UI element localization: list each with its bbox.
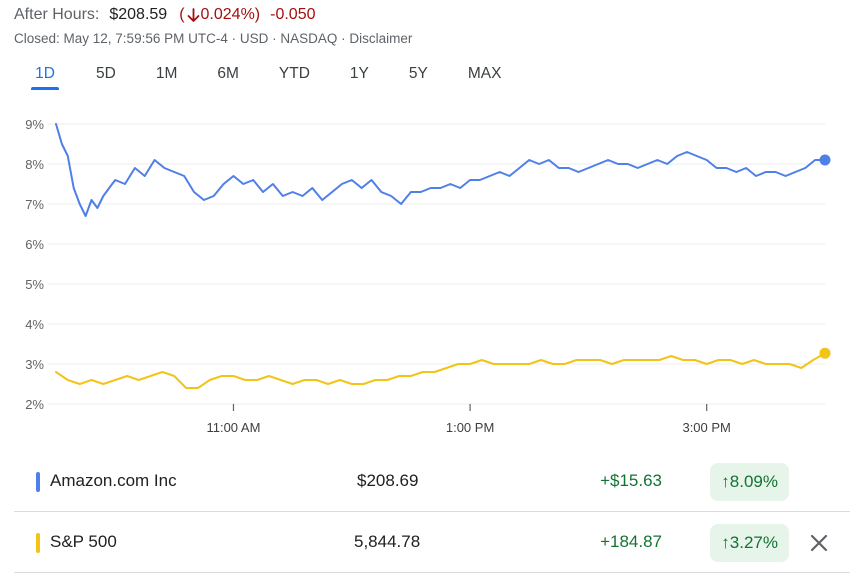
amazon-series-line	[55, 123, 826, 217]
legend-row-amazon[interactable]: Amazon.com Inc $208.69 +$15.63 ↑8.09%	[14, 452, 850, 512]
arrow-up-icon: ↑	[721, 533, 730, 552]
closed-status-text: Closed: May 12, 7:59:56 PM UTC-4 · USD ·…	[14, 31, 350, 46]
legend-percent: 8.09%	[729, 472, 778, 491]
y-tick-label: 7%	[25, 197, 44, 212]
legend-name: Amazon.com Inc	[50, 471, 177, 490]
legend-value: $208.69	[357, 471, 419, 490]
time-range-tabs: 1D 5D 1M 6M YTD 1Y 5Y MAX	[28, 60, 507, 90]
tab-5d[interactable]: 5D	[96, 65, 116, 82]
disclaimer-link[interactable]: Disclaimer	[349, 31, 413, 46]
after-hours-percent: 0.024%)	[200, 6, 261, 23]
legend-name: S&P 500	[50, 532, 117, 551]
x-tick-label: 11:00 AM	[206, 420, 260, 435]
amazon-endpoint-dot	[819, 154, 831, 166]
y-tick-label: 4%	[25, 317, 44, 332]
close-icon	[810, 534, 828, 552]
tab-1m[interactable]: 1M	[155, 65, 178, 82]
after-hours-label: After Hours:	[14, 6, 100, 23]
sp500-series-swatch	[36, 533, 40, 553]
legend-change: +184.87	[600, 532, 662, 551]
after-hours-change: -0.050	[270, 6, 316, 23]
y-tick-label: 9%	[25, 117, 44, 132]
y-tick-label: 2%	[25, 397, 44, 412]
y-tick-label: 6%	[25, 237, 44, 252]
x-tick-label: 3:00 PM	[682, 420, 730, 435]
legend-percent-badge: ↑3.27%	[710, 524, 789, 562]
after-hours-percent-change: ( 0.024%)	[179, 6, 260, 24]
y-tick-label: 5%	[25, 277, 44, 292]
legend-percent: 3.27%	[729, 533, 778, 552]
tab-max[interactable]: MAX	[467, 65, 502, 82]
after-hours-price: $208.59	[109, 6, 168, 23]
sp500-series-line	[55, 352, 826, 389]
y-tick-label: 3%	[25, 357, 44, 372]
market-status-line: Closed: May 12, 7:59:56 PM UTC-4 · USD ·…	[14, 31, 412, 46]
tab-5y[interactable]: 5Y	[408, 65, 428, 82]
legend-change: +$15.63	[600, 471, 662, 490]
tab-6m[interactable]: 6M	[217, 65, 239, 82]
arrow-down-icon	[187, 7, 199, 22]
after-hours-quote: After Hours: $208.59 ( 0.024%) -0.050	[14, 4, 316, 26]
tab-1y[interactable]: 1Y	[349, 65, 369, 82]
y-tick-label: 8%	[25, 157, 44, 172]
tab-1d[interactable]: 1D	[28, 60, 62, 90]
legend-value: 5,844.78	[354, 532, 421, 551]
tab-ytd[interactable]: YTD	[278, 65, 310, 82]
x-tick-label: 1:00 PM	[446, 420, 494, 435]
after-hours-paren: (	[179, 6, 185, 23]
remove-comparison-button[interactable]	[806, 530, 832, 556]
arrow-up-icon: ↑	[721, 472, 730, 491]
legend-percent-badge: ↑8.09%	[710, 463, 789, 501]
comparison-line-chart[interactable]: 2% 3% 4% 5% 6% 7% 8% 9% 11:00 AM 1:00 PM 3:00 PM	[0, 105, 868, 445]
sp500-endpoint-dot	[819, 347, 831, 359]
amazon-series-swatch	[36, 472, 40, 492]
legend-row-sp500[interactable]: S&P 500 5,844.78 +184.87 ↑3.27%	[14, 513, 850, 573]
